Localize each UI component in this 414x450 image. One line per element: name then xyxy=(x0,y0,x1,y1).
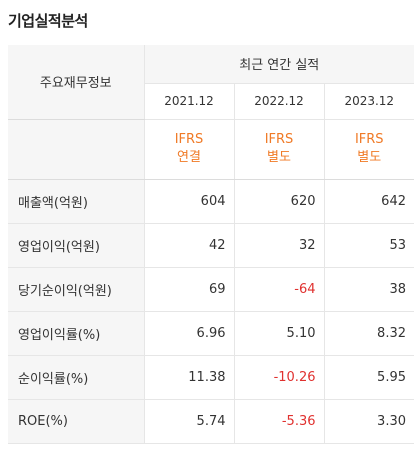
section-title: 기업실적분석 xyxy=(8,12,88,30)
value-cell: 5.95 xyxy=(323,355,414,400)
table-row: 당기순이익(억원) 69 -64 38 xyxy=(8,267,414,312)
table-row: 매출액(억원) 604 620 642 xyxy=(8,179,414,224)
header-years-row: 2021.12 2022.12 2023.12 xyxy=(8,83,414,120)
value-cell: -64 xyxy=(233,267,324,312)
standard-row-spacer xyxy=(8,119,144,180)
table-row: ROE(%) 5.74 -5.36 3.30 xyxy=(8,399,414,444)
standard-line1: IFRS xyxy=(264,132,294,147)
value-cell: 42 xyxy=(143,223,234,268)
standard-line2: 별도 xyxy=(357,150,382,165)
value-cell: 3.30 xyxy=(323,399,414,444)
row-label-header: 주요재무정보 xyxy=(8,45,144,120)
standard-line1: IFRS xyxy=(174,132,204,147)
value-cell: 32 xyxy=(233,223,324,268)
value-cell: 53 xyxy=(323,223,414,268)
header-standard-row: IFRS 연결 IFRS 별도 IFRS 별도 xyxy=(8,119,414,180)
value-cell: 38 xyxy=(323,267,414,312)
value-cell: -10.26 xyxy=(233,355,324,400)
row-label: ROE(%) xyxy=(8,399,144,444)
group-header: 최근 연간 실적 xyxy=(143,45,414,84)
standard-line2: 별도 xyxy=(267,150,291,165)
standard-line1: IFRS xyxy=(354,132,384,147)
value-cell: 620 xyxy=(233,179,324,224)
table-row: 영업이익률(%) 6.96 5.10 8.32 xyxy=(8,310,414,356)
accounting-standard: IFRS 별도 xyxy=(233,119,324,180)
value-cell: 5.74 xyxy=(143,399,234,444)
accounting-standard: IFRS 연결 xyxy=(143,119,234,180)
row-label: 영업이익률(%) xyxy=(8,310,144,356)
row-label: 순이익률(%) xyxy=(8,355,144,400)
table-row: 영업이익(억원) 42 32 53 xyxy=(8,223,414,268)
accounting-standard: IFRS 별도 xyxy=(323,119,414,180)
year-header: 2023.12 xyxy=(323,83,414,120)
value-cell: 6.96 xyxy=(143,310,234,356)
value-cell: 642 xyxy=(323,179,414,224)
financial-summary-table: 주요재무정보 최근 연간 실적 2021.12 2022.12 2023.12 … xyxy=(8,45,414,444)
row-label: 당기순이익(억원) xyxy=(8,267,144,312)
value-cell: -5.36 xyxy=(233,399,324,444)
value-cell: 11.38 xyxy=(143,355,234,400)
row-label: 영업이익(억원) xyxy=(8,223,144,268)
standard-line2: 연결 xyxy=(177,150,201,165)
value-cell: 8.32 xyxy=(323,310,414,356)
table-row: 순이익률(%) 11.38 -10.26 5.95 xyxy=(8,355,414,400)
value-cell: 69 xyxy=(143,267,234,312)
row-label: 매출액(억원) xyxy=(8,179,144,224)
year-header: 2021.12 xyxy=(143,83,234,120)
value-cell: 604 xyxy=(143,179,234,224)
value-cell: 5.10 xyxy=(233,310,324,356)
header-group-row: 주요재무정보 최근 연간 실적 xyxy=(8,45,414,120)
year-header: 2022.12 xyxy=(233,83,324,120)
